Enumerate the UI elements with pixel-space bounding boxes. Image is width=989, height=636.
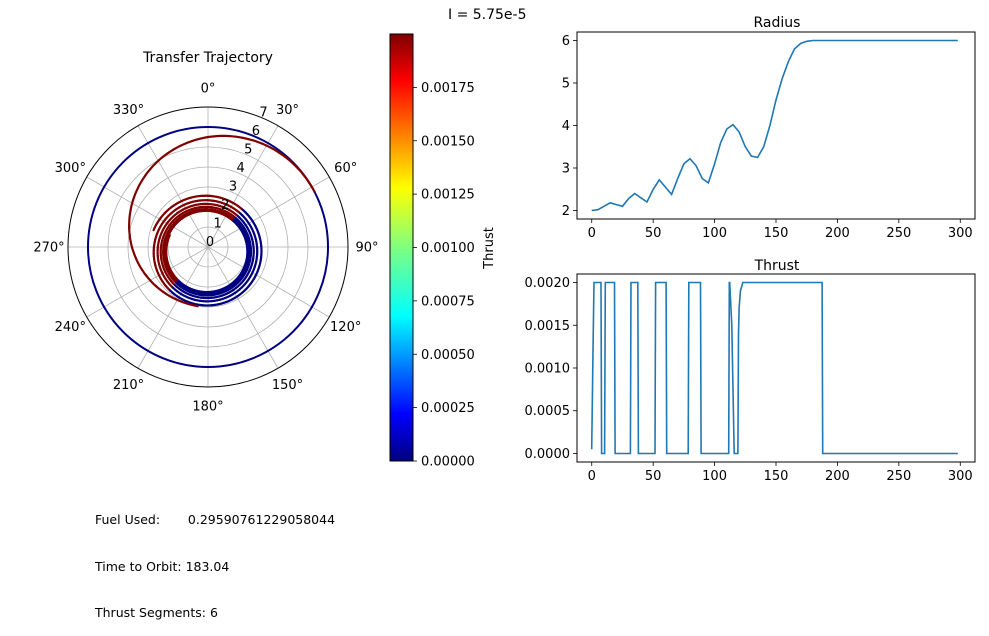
polar-r-label: 4 — [236, 161, 244, 176]
colorbar-tick-label: 0.00175 — [421, 81, 475, 96]
y-tick-label: 0.0005 — [525, 404, 571, 419]
polar-angle-label: 90° — [355, 241, 378, 256]
colorbar: 0.00000 0.00025 0.00050 0.00075 0.00100 0.001… — [390, 34, 497, 470]
radius-plot: Radius 0 50 100 150 200 250 300 2 3 4 5 6 — [562, 15, 975, 241]
radius-y-ticks: 2 3 4 5 6 — [562, 34, 577, 219]
x-tick-label: 300 — [948, 226, 973, 241]
colorbar-ticks: 0.00000 0.00025 0.00050 0.00075 0.00100 0.001… — [413, 81, 475, 470]
thrust-segments-line: Thrust Segments: 6 — [95, 605, 335, 621]
figure-canvas: 0° 30° 60° 90° 120° 150° 180° 210° 240° 270° 300° 3… — [0, 0, 989, 538]
polar-angle-label: 180° — [192, 400, 223, 415]
polar-angle-label: 330° — [113, 103, 144, 118]
x-tick-label: 200 — [825, 226, 850, 241]
polar-angle-label: 150° — [272, 378, 303, 393]
x-tick-label: 100 — [702, 469, 727, 484]
polar-plot: 0° 30° 60° 90° 120° 150° 180° 210° 240° 270° 300° 3… — [33, 50, 378, 415]
polar-angle-label: 270° — [33, 241, 64, 256]
x-tick-label: 150 — [764, 226, 789, 241]
polar-r-label: 3 — [229, 180, 237, 195]
y-tick-label: 0.0000 — [525, 447, 571, 462]
polar-r-label: 0 — [206, 235, 214, 250]
thrust-x-ticks: 0 50 100 150 200 250 300 — [588, 462, 973, 484]
polar-angle-label: 240° — [55, 320, 86, 335]
transfer-arc — [129, 136, 315, 306]
colorbar-gradient — [390, 34, 413, 461]
x-tick-label: 0 — [588, 469, 596, 484]
x-tick-label: 300 — [948, 469, 973, 484]
fuel-used-line: Fuel Used: 0.29590761229058044 — [95, 512, 335, 528]
figure-suptitle: I = 5.75e-5 — [448, 7, 527, 23]
y-tick-label: 0.0010 — [525, 362, 571, 377]
x-tick-label: 250 — [886, 469, 911, 484]
colorbar-label: Thrust — [482, 227, 497, 270]
time-to-orbit-value: 183.04 — [186, 559, 230, 574]
info-block: Fuel Used: 0.29590761229058044 Time to O… — [95, 481, 335, 636]
polar-title: Transfer Trajectory — [142, 50, 273, 66]
thrust-segments-value: 6 — [210, 605, 218, 620]
x-tick-label: 200 — [825, 469, 850, 484]
x-tick-label: 100 — [702, 226, 727, 241]
radius-x-ticks: 0 50 100 150 200 250 300 — [588, 219, 973, 241]
y-tick-label: 0.0015 — [525, 319, 571, 334]
y-tick-label: 0.0020 — [525, 276, 571, 291]
colorbar-tick-label: 0.00150 — [421, 134, 475, 149]
y-tick-label: 5 — [562, 77, 570, 92]
x-tick-label: 50 — [645, 226, 662, 241]
time-to-orbit-label: Time to Orbit: — [95, 559, 182, 574]
polar-angle-label: 300° — [55, 161, 86, 176]
polar-r-label: 6 — [252, 124, 260, 139]
y-tick-label: 6 — [562, 34, 570, 49]
polar-angle-label: 30° — [276, 103, 299, 118]
thrust-series-line — [592, 283, 958, 454]
radius-title: Radius — [754, 15, 801, 31]
thrust-segments-label: Thrust Segments: — [95, 605, 206, 620]
thrust-title: Thrust — [754, 258, 800, 274]
y-tick-label: 3 — [562, 162, 570, 177]
colorbar-tick-label: 0.00000 — [421, 455, 475, 470]
polar-r-label: 5 — [244, 143, 252, 158]
polar-r-label: 7 — [259, 106, 267, 121]
colorbar-tick-label: 0.00025 — [421, 401, 475, 416]
x-tick-label: 250 — [886, 226, 911, 241]
x-tick-label: 50 — [645, 469, 662, 484]
y-tick-label: 4 — [562, 119, 570, 134]
thrust-axes-frame — [577, 274, 975, 462]
colorbar-tick-label: 0.00050 — [421, 348, 475, 363]
time-to-orbit-line: Time to Orbit: 183.04 — [95, 559, 335, 575]
colorbar-tick-label: 0.00125 — [421, 188, 475, 203]
polar-angle-label: 0° — [201, 82, 216, 97]
radius-series-line — [592, 41, 958, 211]
polar-r-label: 1 — [214, 217, 222, 232]
y-tick-label: 2 — [562, 204, 570, 219]
fuel-used-value: 0.29590761229058044 — [188, 512, 335, 527]
radius-axes-frame — [577, 32, 975, 219]
thrust-y-ticks: 0.0000 0.0005 0.0010 0.0015 0.0020 — [525, 276, 578, 462]
fuel-used-label: Fuel Used: — [95, 512, 160, 527]
polar-r-label: 2 — [221, 198, 229, 213]
polar-angle-label: 120° — [330, 320, 361, 335]
colorbar-tick-label: 0.00075 — [421, 294, 475, 309]
x-tick-label: 0 — [588, 226, 596, 241]
polar-angle-label: 210° — [113, 378, 144, 393]
x-tick-label: 150 — [764, 469, 789, 484]
polar-angle-label: 60° — [334, 161, 357, 176]
colorbar-tick-label: 0.00100 — [421, 241, 475, 256]
trajectory-segment — [154, 227, 155, 230]
